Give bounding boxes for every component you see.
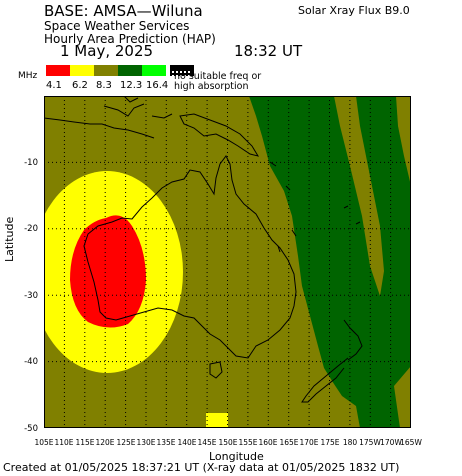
x-tick-label: 120E: [95, 438, 115, 447]
legend-label-4: 12.3: [120, 80, 143, 91]
olive-stripe-1: [334, 96, 384, 296]
olive-stripe-2: [396, 96, 411, 186]
x-tick-label: 180: [342, 438, 358, 447]
prediction-time: 18:32 UT: [234, 42, 303, 60]
x-tick-label: 170W: [380, 438, 402, 447]
legend-label-2: 6.2: [72, 80, 88, 91]
x-tick-label: 130E: [136, 438, 156, 447]
x-tick-label: 115E: [75, 438, 95, 447]
y-tick-label: -10: [24, 158, 38, 168]
hap-map: [44, 96, 411, 428]
legend-swatch-3: [94, 65, 118, 76]
product-name: Hourly Area Prediction (HAP): [44, 32, 216, 46]
legend-unit: MHz: [18, 71, 38, 81]
x-tick-label: 160E: [258, 438, 278, 447]
no-suitable-freq-note: no suitable freq or high absorption: [174, 71, 262, 93]
base-station-title: BASE: AMSA—Wiluna: [44, 2, 203, 20]
x-tick-label: 155E: [238, 438, 258, 447]
pacific-islands-outline: [269, 161, 361, 253]
legend-label-3: 8.3: [96, 80, 112, 91]
legend-swatch-5: [142, 65, 166, 76]
legend-swatch-2: [70, 65, 94, 76]
y-tick-label: -20: [24, 224, 38, 234]
yellow-patch-south: [206, 413, 228, 428]
x-tick-label: 105E: [34, 438, 54, 447]
legend-label-1: 4.1: [46, 80, 62, 91]
no-suitable-freq-pattern-icon: [170, 65, 194, 77]
x-tick-label: 110E: [54, 438, 74, 447]
x-tick-label: 175W: [359, 438, 381, 447]
y-tick-label: -40: [24, 357, 38, 367]
service-name: Space Weather Services: [44, 19, 190, 33]
red-zone: [70, 215, 146, 328]
created-timestamp: Created at 01/05/2025 18:37:21 UT (X-ray…: [3, 461, 400, 474]
map-grid: [44, 96, 411, 428]
x-tick-label: 125E: [116, 438, 136, 447]
y-tick-label: -50: [24, 424, 38, 434]
legend-swatch-1: [46, 65, 70, 76]
x-axis-label: Longitude: [209, 450, 264, 463]
new-guinea-outline: [179, 113, 260, 157]
x-tick-label: 150E: [218, 438, 238, 447]
map-frame: [44, 96, 411, 428]
x-tick-label: 135E: [156, 438, 176, 447]
legend-swatch-4: [118, 65, 142, 76]
solar-xray-flux: Solar Xray Flux B9.0: [298, 4, 410, 17]
x-tick-label: 170E: [299, 438, 319, 447]
x-tick-label: 145E: [197, 438, 217, 447]
australia-coastline: [83, 155, 297, 359]
tasmania-outline: [209, 361, 223, 379]
x-tick-label: 165E: [279, 438, 299, 447]
olive-stripe-3: [394, 366, 411, 428]
x-tick-label: 175E: [320, 438, 340, 447]
x-tick-label: 165W: [400, 438, 422, 447]
y-tick-label: -30: [24, 291, 38, 301]
x-tick-label: 140E: [177, 438, 197, 447]
indonesia-islands-outline: [44, 96, 173, 139]
prediction-date: 1 May, 2025: [60, 42, 154, 60]
legend-label-5: 16.4: [146, 80, 169, 91]
